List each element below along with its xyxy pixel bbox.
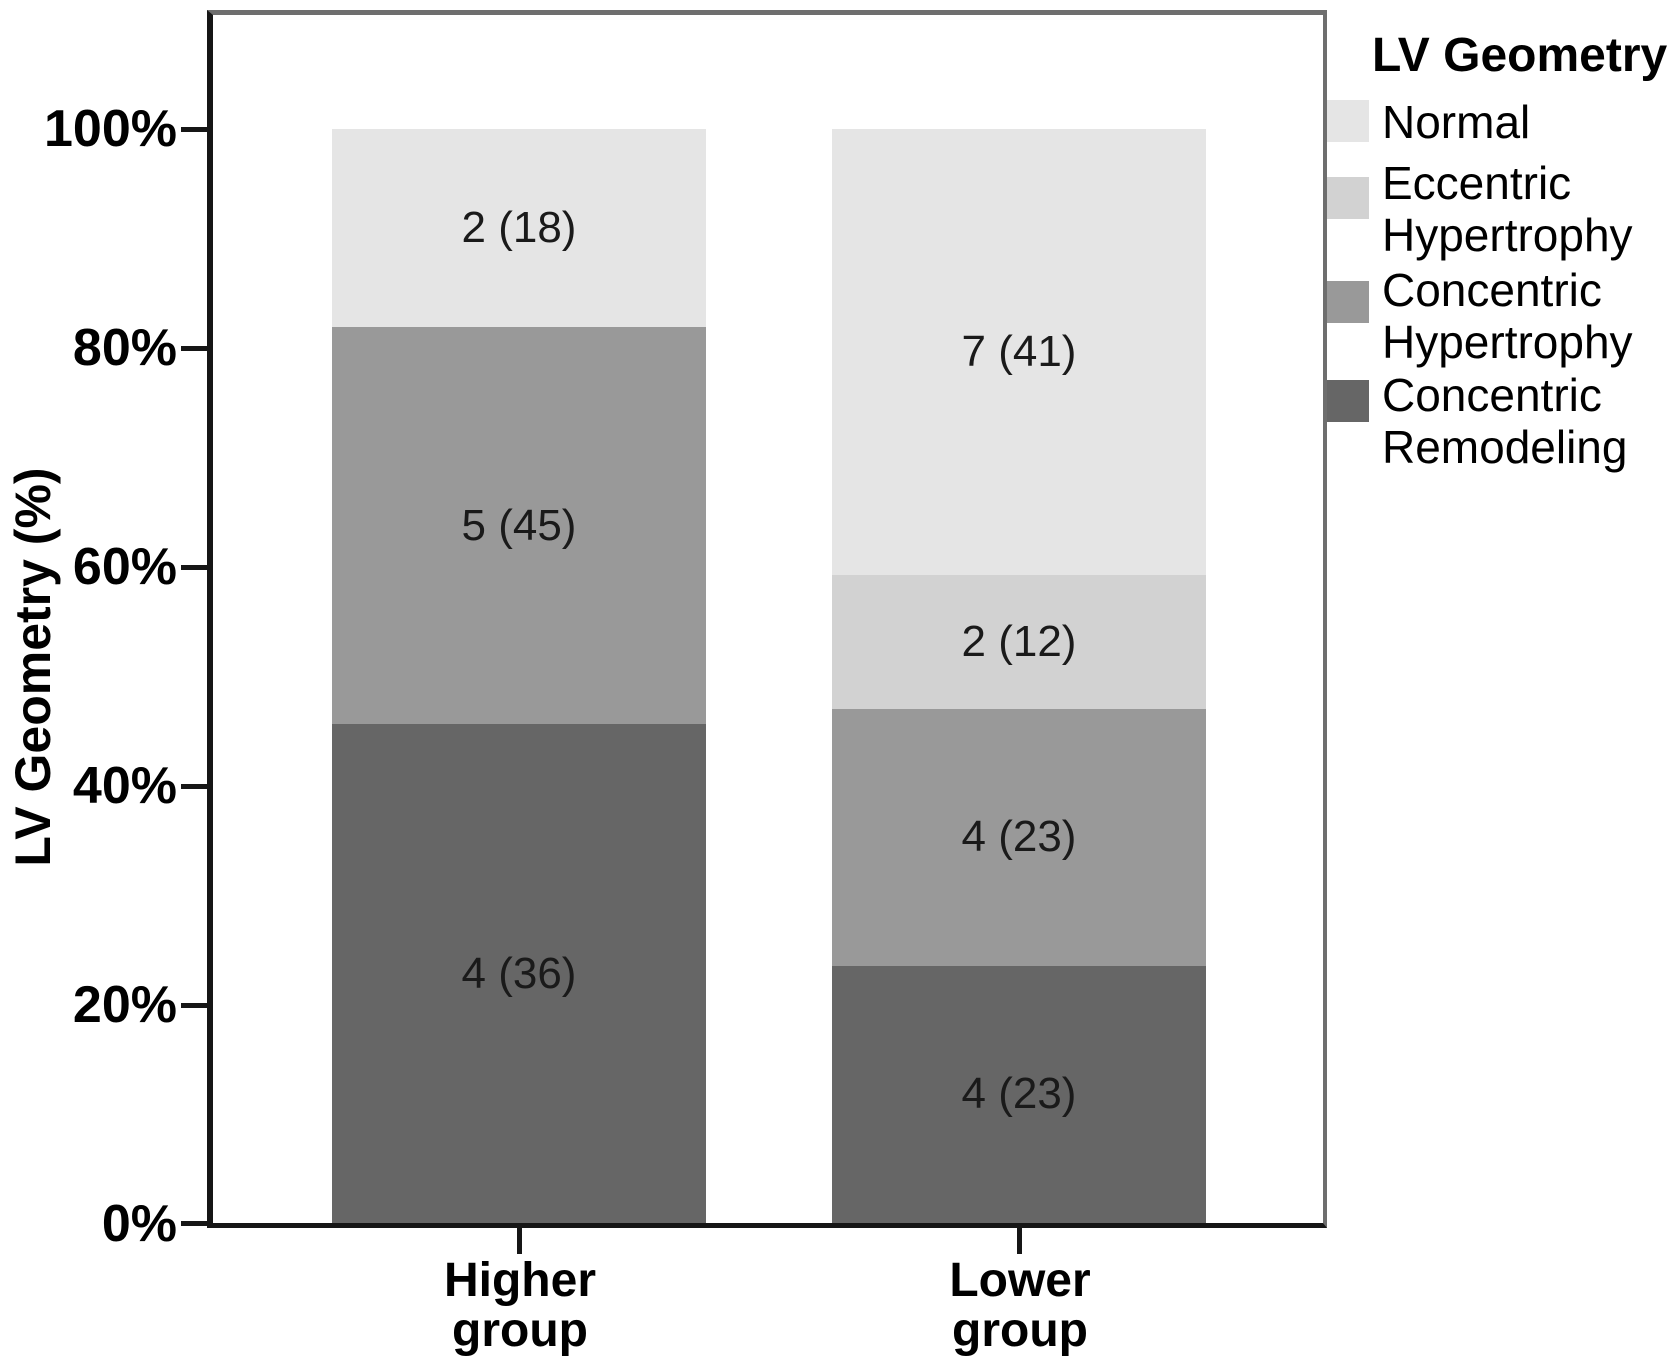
x-tick-mark <box>1017 1228 1022 1254</box>
legend-item-label: Concentric Hypertrophy <box>1382 264 1633 368</box>
x-category-label-higher: Higher group <box>350 1256 690 1356</box>
legend-label-line: Remodeling <box>1382 421 1628 473</box>
legend-swatch <box>1327 380 1369 422</box>
segment-label: 4 (23) <box>961 1069 1077 1119</box>
bar-segment: 4 (23) <box>832 708 1206 966</box>
legend-swatch <box>1327 100 1369 142</box>
bar-segment: 4 (36) <box>332 724 706 1223</box>
y-tick-label-80: 80% <box>72 319 177 377</box>
bar-segment: 4 (23) <box>832 965 1206 1223</box>
legend-swatch <box>1327 177 1369 219</box>
legend-label-line: Concentric <box>1382 369 1602 421</box>
y-tick-mark <box>181 346 213 351</box>
legend-label-line: Eccentric <box>1382 157 1572 209</box>
legend-swatch <box>1327 281 1369 323</box>
bar-segment: 7 (41) <box>832 129 1206 576</box>
legend-title: LV Geometry <box>1372 29 1668 82</box>
segment-label: 2 (12) <box>961 617 1077 667</box>
x-tick-mark <box>517 1228 522 1254</box>
category-line: Lower <box>949 1254 1091 1307</box>
category-line: group <box>952 1304 1088 1357</box>
y-tick-mark <box>181 565 213 570</box>
x-category-label-lower: Lower group <box>850 1256 1190 1356</box>
plot-frame <box>207 10 1327 1228</box>
bar-higher-group: 4 (36) 5 (45) 2 (18) <box>332 129 706 1223</box>
segment-label: 5 (45) <box>461 500 577 550</box>
bar-lower-group: 4 (23) 4 (23) 2 (12) 7 (41) <box>832 129 1206 1223</box>
bar-segment: 5 (45) <box>332 327 706 725</box>
legend-item-label: Concentric Remodeling <box>1382 369 1627 473</box>
y-tick-mark <box>181 1003 213 1008</box>
y-tick-label-60: 60% <box>72 538 177 596</box>
y-tick-label-20: 20% <box>72 976 177 1034</box>
legend-item-label: Eccentric Hypertrophy <box>1382 157 1633 261</box>
category-line: group <box>452 1304 588 1357</box>
segment-label: 4 (36) <box>461 948 577 998</box>
bar-segment: 2 (12) <box>832 575 1206 709</box>
legend-label-line: Normal <box>1382 96 1531 148</box>
legend-item-label: Normal <box>1382 96 1530 148</box>
plot-area: 4 (36) 5 (45) 2 (18) 4 (23) 4 (23) 2 (12) 7 (4… <box>213 129 1322 1223</box>
segment-label: 2 (18) <box>461 203 577 253</box>
segment-label: 4 (23) <box>961 812 1077 862</box>
y-tick-label-40: 40% <box>72 757 177 815</box>
legend-label-line: Concentric <box>1382 264 1602 316</box>
y-tick-mark <box>181 1221 213 1226</box>
legend-label-line: Hypertrophy <box>1382 316 1633 368</box>
bar-segment: 2 (18) <box>332 129 706 328</box>
y-tick-mark <box>181 784 213 789</box>
y-tick-label-0: 0% <box>101 1195 177 1253</box>
segment-label: 7 (41) <box>961 327 1077 377</box>
y-tick-label-100: 100% <box>44 100 177 158</box>
legend-label-line: Hypertrophy <box>1382 209 1633 261</box>
category-line: Higher <box>443 1254 596 1307</box>
y-tick-mark <box>181 127 213 132</box>
